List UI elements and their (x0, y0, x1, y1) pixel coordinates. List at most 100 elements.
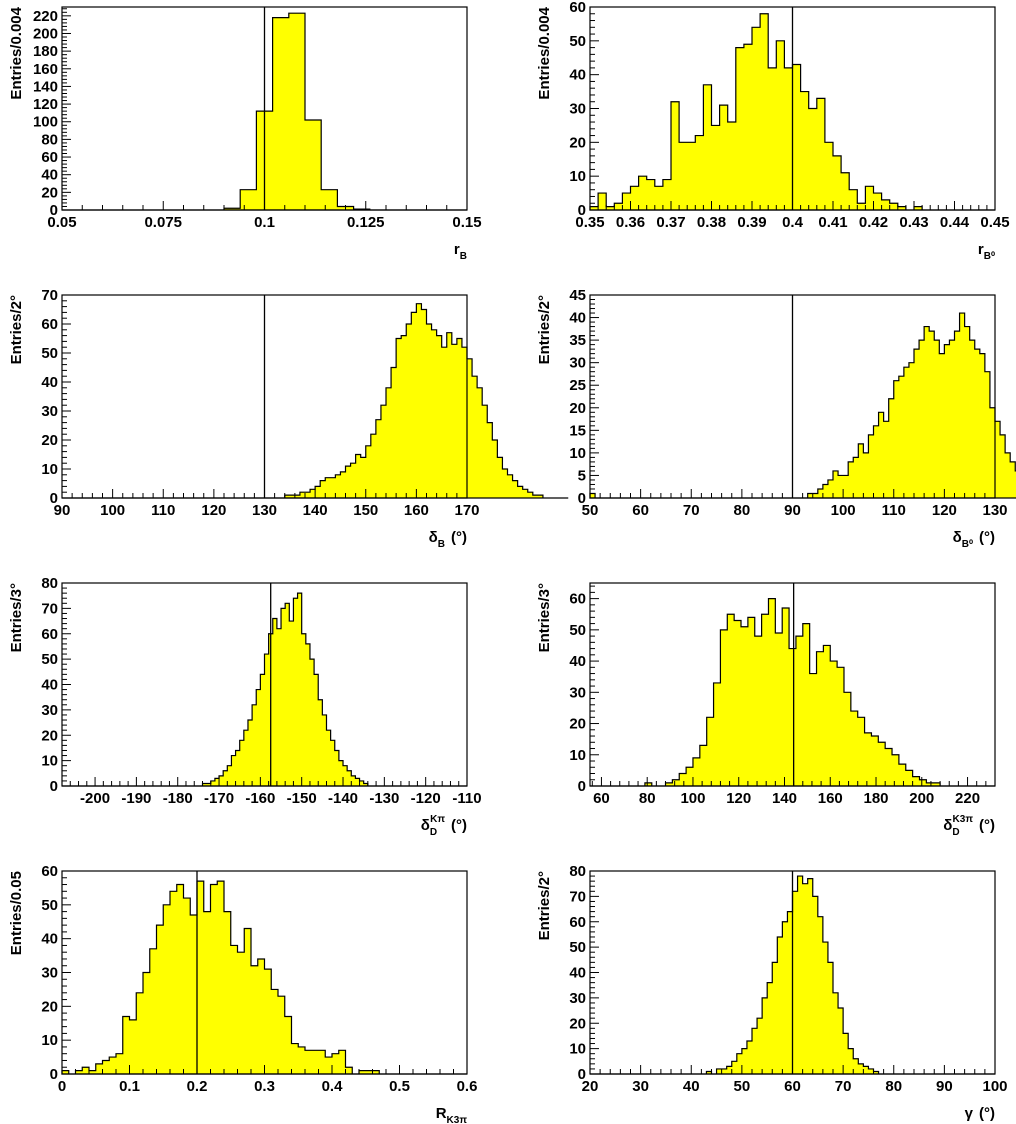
y-tick-label: 200 (33, 25, 58, 42)
y-tick-label: 70 (41, 600, 58, 617)
y-axis-label: Entries/3° (536, 583, 553, 652)
x-axis-label: rB⁰ (978, 241, 995, 262)
x-tick-label: 0.3 (254, 1078, 275, 1095)
x-tick-label: 0 (58, 1078, 66, 1095)
x-tick-label: 180 (864, 790, 889, 807)
x-tick-label: -140 (328, 790, 358, 807)
x-tick-label: -190 (121, 790, 151, 807)
x-tick-label: 220 (955, 790, 980, 807)
y-tick-label: 60 (41, 316, 58, 333)
y-tick-label: 80 (41, 575, 58, 592)
x-tick-label: 50 (734, 1078, 751, 1095)
y-tick-label: 60 (569, 914, 586, 931)
y-tick-label: 0 (578, 778, 586, 795)
y-tick-label: 60 (41, 863, 58, 880)
panel-r-b0: 0.35 0.36 0.37 0.38 0.39 0.4 0.41 0.42 0.43 0.44 0… (536, 0, 1010, 262)
x-tick-label: 120 (932, 502, 957, 519)
x-tick-label: 60 (632, 502, 649, 519)
x-tick-label: -200 (80, 790, 110, 807)
y-tick-label: 20 (569, 134, 586, 151)
y-tick-label: 40 (569, 965, 586, 982)
x-tick-label: 60 (593, 790, 610, 807)
histogram-bars (589, 312, 1016, 499)
x-tick-label: 0.36 (616, 214, 645, 231)
x-tick-label: 0.1 (254, 214, 275, 231)
x-tick-label: 0.4 (322, 1078, 344, 1095)
y-tick-label: 0 (50, 202, 58, 219)
x-axis-label: δB (°) (429, 529, 467, 550)
y-tick-label: 10 (569, 747, 586, 764)
x-tick-label: 0.15 (452, 214, 481, 231)
y-tick-label: 35 (569, 332, 586, 349)
x-tick-label: 100 (100, 502, 125, 519)
x-axis-label: δDKπ (°) (421, 814, 467, 838)
plot-frame (589, 582, 996, 787)
y-tick-label: 20 (41, 727, 58, 744)
y-tick-label: 40 (41, 931, 58, 948)
x-tick-label: 200 (909, 790, 934, 807)
y-tick-label: 0 (50, 778, 58, 795)
y-tick-label: 5 (578, 467, 586, 484)
y-tick-label: 30 (569, 101, 586, 118)
y-axis-label: Entries/3° (8, 583, 25, 652)
y-tick-label: 40 (41, 677, 58, 694)
histogram-bars (590, 598, 995, 787)
x-tick-label: 0.38 (697, 214, 726, 231)
x-tick-label: 0.44 (940, 214, 970, 231)
y-tick-label: 40 (569, 653, 586, 670)
x-axis-label: γ (°) (965, 1105, 995, 1122)
x-tick-label: 20 (582, 1078, 599, 1095)
y-axis-label: Entries/2° (536, 295, 553, 364)
histogram-bars (61, 880, 467, 1075)
x-tick-label: 170 (454, 502, 479, 519)
x-tick-label: 120 (726, 790, 751, 807)
x-tick-label: 140 (303, 502, 328, 519)
y-tick-label: 30 (41, 965, 58, 982)
x-tick-label: 110 (151, 502, 175, 519)
x-tick-label: 0.41 (818, 214, 847, 231)
y-tick-label: 15 (569, 422, 586, 439)
y-tick-label: 50 (41, 651, 58, 668)
panel-delta-b: 90 100 110 120 130 140 150 160 170 0 10 20 30 40 50 60 7… (8, 287, 569, 550)
x-tick-label: -150 (287, 790, 317, 807)
y-tick-label: 10 (569, 445, 586, 462)
y-axis-label: Entries/2° (536, 871, 553, 940)
y-tick-label: 60 (569, 591, 586, 608)
y-tick-label: 20 (569, 716, 586, 733)
y-tick-label: 50 (41, 345, 58, 362)
y-tick-label: 50 (41, 897, 58, 914)
x-tick-label: 90 (784, 502, 801, 519)
x-tick-label: 70 (683, 502, 700, 519)
y-tick-label: 0 (578, 1066, 586, 1083)
x-tick-label: -180 (163, 790, 193, 807)
x-tick-label: 0.075 (144, 214, 182, 231)
x-tick-label: 80 (734, 502, 751, 519)
panel-delta-d-k3pi: 60 80 100 120 140 160 180 200 220 0 10 20 30 40 50 60 En… (536, 582, 996, 838)
x-tick-label: 0.35 (575, 214, 604, 231)
x-tick-label: 0.1 (119, 1078, 140, 1095)
y-tick-label: 120 (33, 96, 58, 113)
x-tick-label: 60 (784, 1078, 801, 1095)
panel-delta-d-kpi: -200 -190 -180 -170 -160 -150 -140 -130 -120 -110… (8, 575, 482, 838)
panel-r-b: 0.05 0.075 0.1 0.125 0.150204060801001201401… (8, 6, 482, 262)
x-tick-label: 160 (818, 790, 843, 807)
x-tick-label: 40 (683, 1078, 700, 1095)
x-tick-label: 80 (885, 1078, 902, 1095)
x-tick-label: 0.125 (347, 214, 385, 231)
x-tick-label: 130 (252, 502, 277, 519)
y-tick-label: 30 (569, 684, 586, 701)
x-tick-label: -170 (204, 790, 234, 807)
x-tick-label: 100 (831, 502, 856, 519)
x-tick-label: 90 (936, 1078, 953, 1095)
x-tick-label: 90 (54, 502, 71, 519)
y-tick-label: 180 (33, 43, 58, 60)
x-tick-label: 100 (982, 1078, 1007, 1095)
x-tick-label: -160 (245, 790, 275, 807)
y-tick-label: 80 (569, 863, 586, 880)
x-tick-label: 160 (404, 502, 429, 519)
y-tick-label: 25 (569, 377, 586, 394)
y-tick-label: 40 (41, 167, 58, 184)
y-axis-label: Entries/2° (8, 295, 25, 364)
histogram-bars (62, 303, 569, 499)
